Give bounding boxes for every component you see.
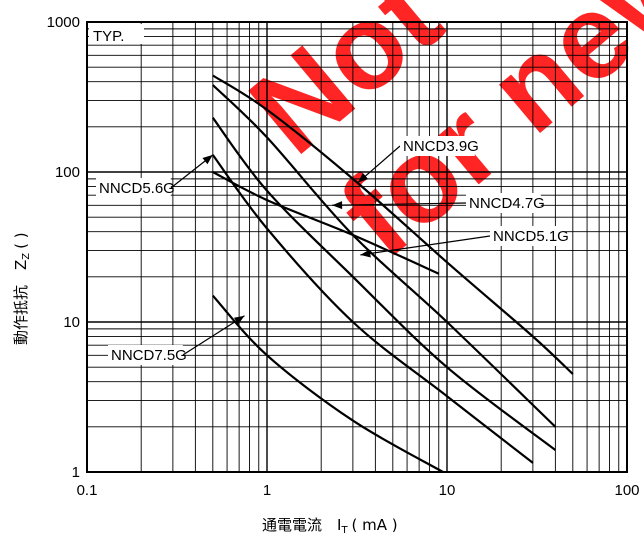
y-axis-title-unit: ( ) <box>12 232 30 248</box>
annotation-bg <box>490 226 565 246</box>
annotation-nncd5.1g: NNCD5.1G <box>360 226 569 258</box>
x-tick-label: 10 <box>439 482 456 499</box>
annotation-label: NNCD3.9G <box>403 138 479 155</box>
typ-label-bg <box>89 24 144 44</box>
annotation-bg <box>400 136 475 156</box>
leader-arrowhead <box>360 249 371 258</box>
annotation-nncd5.6g: NNCD5.6G <box>96 154 214 198</box>
y-axis-title: 動作抵抗 ZZ ( ) <box>12 232 32 345</box>
y-tick-label: 100 <box>55 164 80 181</box>
annotation-label: NNCD7.5G <box>111 347 187 364</box>
annotation-bg <box>466 193 541 213</box>
annotation-nncd4.7g: NNCD4.7G <box>332 193 545 213</box>
y-axis-title-main: 動作抵抗 Z <box>12 260 30 345</box>
leader-arrowhead <box>357 173 369 183</box>
typ-label: TYP. <box>93 28 124 45</box>
series-line-unlabeled-5 <box>212 171 440 275</box>
y-axis-title-sub: Z <box>21 253 32 260</box>
leader-arrowhead <box>233 315 245 325</box>
annotation-bg <box>96 178 171 198</box>
series-line-nncd5.6g <box>211 154 534 464</box>
annotation-nncd3.9g: NNCD3.9G <box>357 136 479 184</box>
annotations: NNCD3.9G NNCD5.6G NNCD4.7G NNCD5.1G NNCD7.5G <box>96 136 569 365</box>
x-axis-title-sub: T <box>340 525 348 536</box>
y-tick-label: 1000 <box>47 14 80 31</box>
leader-line <box>332 202 467 206</box>
x-tick-label: 100 <box>614 482 639 499</box>
annotation-nncd7.5g: NNCD7.5G <box>108 315 245 365</box>
x-tick-label: 1 <box>263 482 271 499</box>
series-line-nncd4.7g <box>212 84 557 428</box>
series-line-nncd3.9g <box>212 74 574 375</box>
x-axis-title-unit: ( mA ) <box>352 516 398 534</box>
annotation-label: NNCD5.1G <box>493 228 569 245</box>
series-layer <box>211 74 574 473</box>
x-axis-title-main: 通電電流 I <box>262 516 341 534</box>
y-tick-label: 10 <box>63 314 80 331</box>
series-line-nncd5.1g <box>211 117 557 451</box>
x-axis-title: 通電電流 IT ( mA ) <box>262 516 398 536</box>
leader-line <box>360 235 491 256</box>
plot-frame <box>86 21 628 473</box>
x-tick-label: 0.1 <box>77 482 98 499</box>
leader-arrowhead <box>202 154 213 165</box>
annotation-label: NNCD4.7G <box>469 195 545 212</box>
y-tick-label: 1 <box>72 464 80 481</box>
leader-line <box>182 315 245 356</box>
series-line-nncd7.5g <box>211 294 444 473</box>
annotation-bg <box>108 345 183 365</box>
leader-arrowhead <box>332 201 343 210</box>
annotation-label: NNCD5.6G <box>99 180 175 197</box>
